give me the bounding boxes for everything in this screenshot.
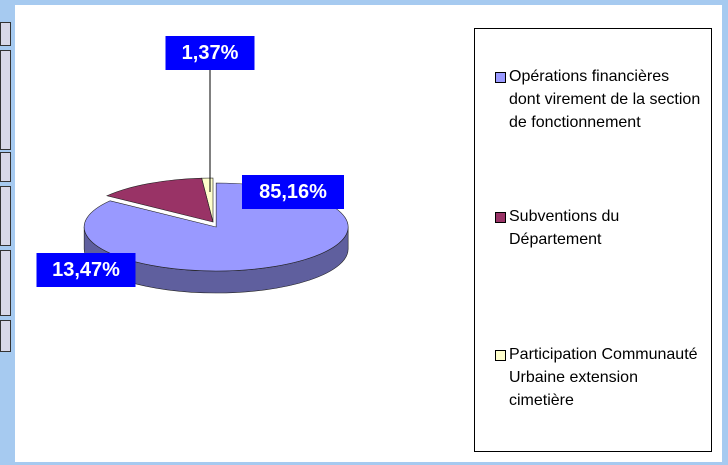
side-tab bbox=[0, 22, 11, 46]
legend: Opérations financières dont virement de … bbox=[474, 28, 712, 452]
label-box bbox=[242, 175, 344, 209]
side-tab bbox=[0, 320, 11, 352]
slice bbox=[106, 177, 214, 223]
legend-label: Subventions du Département bbox=[509, 208, 620, 248]
side-tab bbox=[0, 152, 11, 182]
data-label: 1,37% bbox=[182, 42, 239, 64]
legend-item: Participation Communauté Urbaine extensi… bbox=[489, 343, 704, 412]
legend-swatch bbox=[495, 350, 506, 361]
legend-item: Subventions du Département bbox=[489, 205, 704, 251]
side-tab bbox=[0, 50, 11, 150]
data-label: 85,16% bbox=[259, 181, 327, 203]
label-box bbox=[165, 36, 255, 70]
side-tab bbox=[0, 186, 11, 246]
legend-swatch bbox=[495, 72, 506, 83]
legend-label: Opérations financières dont virement de … bbox=[509, 68, 701, 131]
legend-label: Participation Communauté Urbaine extensi… bbox=[509, 346, 698, 409]
legend-item: Opérations financières dont virement de … bbox=[489, 65, 704, 134]
side-tab bbox=[0, 250, 11, 316]
legend-swatch bbox=[495, 212, 506, 223]
data-label: 13,47% bbox=[52, 259, 120, 281]
label-box bbox=[36, 253, 136, 287]
